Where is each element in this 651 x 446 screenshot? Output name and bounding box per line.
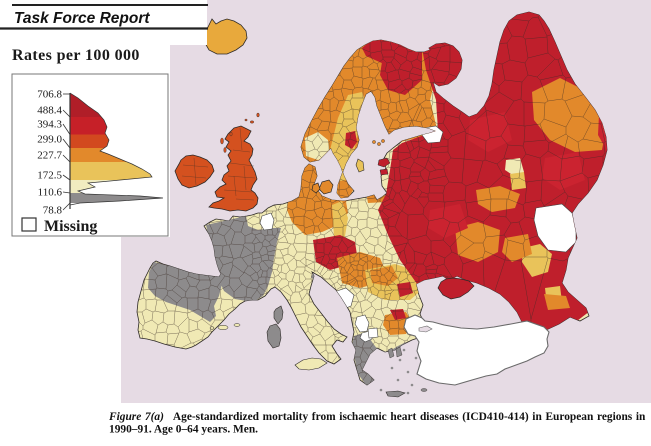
svg-text:706.8: 706.8 xyxy=(37,89,62,101)
svg-text:227.7: 227.7 xyxy=(37,150,62,162)
svg-text:1990–91. Age 0–64 years. Men.: 1990–91. Age 0–64 years. Men. xyxy=(109,424,258,436)
svg-text:Task Force Report: Task Force Report xyxy=(14,10,150,27)
svg-text:78.8: 78.8 xyxy=(43,205,63,217)
svg-text:394.3: 394.3 xyxy=(37,119,62,131)
svg-text:488.4: 488.4 xyxy=(37,105,62,117)
svg-text:299.0: 299.0 xyxy=(37,134,62,146)
svg-text:110.6: 110.6 xyxy=(38,187,63,199)
svg-text:172.5: 172.5 xyxy=(37,170,62,182)
svg-text:Missing: Missing xyxy=(44,218,97,235)
svg-text:Figure 7(a)Age-standardized mo: Figure 7(a) Age-standardized mortality fr… xyxy=(108,411,646,423)
svg-text:Rates per 100 000: Rates per 100 000 xyxy=(12,47,140,64)
